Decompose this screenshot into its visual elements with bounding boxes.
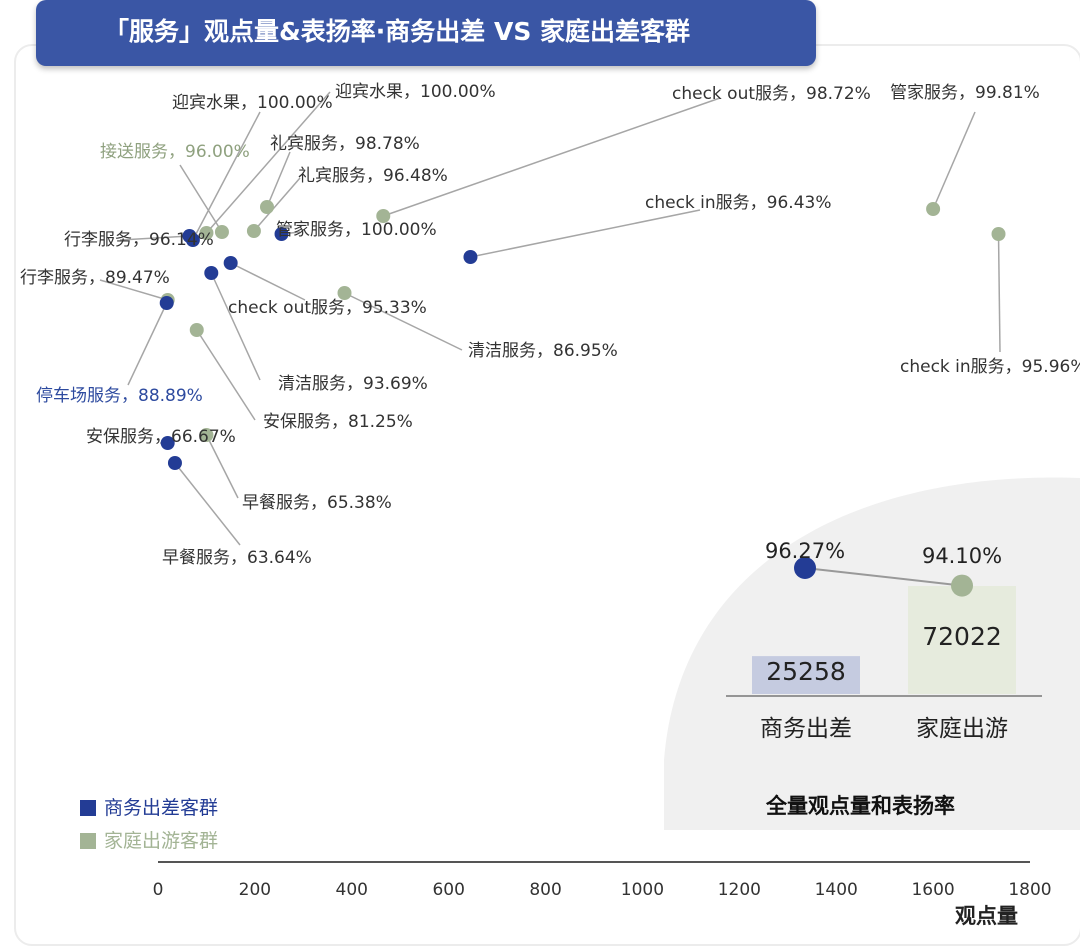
family-point-label: check out服务，98.72% (672, 84, 871, 104)
x-tick-label: 400 (336, 880, 368, 900)
business-point-label: 迎宾水果，100.00% (172, 93, 333, 113)
family-leader-line (179, 164, 223, 233)
x-tick-label: 800 (529, 880, 561, 900)
summary-background (664, 477, 1080, 830)
family-point (991, 227, 1006, 241)
legend-label-family: 家庭出游客群 (104, 830, 219, 852)
business-point (159, 296, 174, 310)
business-leader-line (230, 262, 306, 301)
x-tick-label: 1600 (911, 880, 954, 900)
summary-bar-value: 72022 (922, 622, 1002, 651)
praise-rate-label-business: 96.27% (765, 539, 845, 563)
family-leader-line (344, 292, 463, 351)
family-point (926, 202, 941, 216)
point-labels: 迎宾水果，100.00% 接送服务，96.00% 礼宾服务，98.78% 礼宾服务，9… (20, 82, 1080, 568)
business-point-label: check out服务，95.33% (228, 298, 427, 318)
business-point (182, 229, 197, 243)
summary-category-label: 家庭出游 (916, 716, 1008, 742)
family-point-label: check in服务，95.96% (900, 357, 1080, 377)
business-point-label: 清洁服务，93.69% (278, 374, 428, 394)
summary-category-label: 商务出差 (760, 716, 852, 742)
summary-bar-business (752, 656, 860, 694)
summary-bar-family (908, 585, 1016, 694)
family-point (337, 286, 352, 300)
family-point (199, 428, 214, 442)
business-leader-line (210, 272, 261, 381)
family-point (189, 323, 204, 337)
praise-rate-point-family (951, 574, 973, 597)
family-point (376, 209, 391, 223)
family-point-label: 礼宾服务，96.48% (298, 166, 448, 186)
business-point-label: 管家服务，100.00% (276, 220, 437, 240)
summary-bar-value: 25258 (766, 657, 846, 686)
praise-rate-line (804, 567, 963, 587)
family-leader-line (205, 434, 239, 499)
page-title: 「服务」观点量&表扬率·商务出差 VS 家庭出差客群 (104, 17, 691, 46)
x-tick-label: 1200 (718, 880, 761, 900)
x-tick-label: 200 (239, 880, 271, 900)
family-point (199, 226, 214, 240)
family-leader-line (266, 151, 291, 208)
praise-rate-label-family: 94.10% (922, 544, 1002, 568)
legend-item-business: 商务出差客群 (80, 793, 218, 820)
family-leader-line (997, 233, 1001, 353)
leader-lines (99, 91, 1001, 546)
family-leader-line (253, 177, 301, 232)
family-point-label: 行李服务，89.47% (20, 268, 170, 288)
business-point (223, 256, 238, 270)
family-point-label: 接送服务，96.00% (100, 142, 250, 162)
family-point (246, 224, 261, 238)
title-banner: 「服务」观点量&表扬率·商务出差 VS 家庭出差客群 (36, 0, 816, 66)
summary-title: 全量观点量和表扬率 (766, 794, 955, 818)
legend-item-family: 家庭出游客群 (80, 826, 218, 853)
business-point (160, 436, 175, 450)
business-leader-line (127, 302, 168, 386)
x-tick-label: 1400 (815, 880, 858, 900)
business-point-label: 停车场服务，88.89% (36, 386, 203, 406)
family-point-label: 迎宾水果，100.00% (335, 82, 496, 102)
family-point-label: 管家服务，99.81% (890, 83, 1040, 103)
x-tick-label: 1000 (621, 880, 664, 900)
family-leader-line (196, 329, 256, 421)
x-axis-title: 观点量 (955, 904, 1018, 928)
family-point-label: 清洁服务，86.95% (468, 341, 618, 361)
business-leader-line (192, 111, 261, 241)
business-point-label: 早餐服务，63.64% (162, 548, 312, 568)
business-point-label: check in服务，96.43% (645, 193, 832, 213)
x-tick-label: 1800 (1008, 880, 1051, 900)
family-point-label: 礼宾服务，98.78% (270, 134, 420, 154)
family-leader-line (99, 279, 168, 301)
business-point (204, 266, 219, 280)
business-leader-line (174, 462, 241, 546)
praise-rate-point-business (794, 557, 816, 579)
business-leader-line (470, 209, 701, 258)
business-point-label: 行李服务，96.14% (64, 230, 214, 250)
family-leader-line (205, 91, 331, 234)
business-point (167, 456, 182, 470)
legend-label-business: 商务出差客群 (104, 797, 219, 819)
legend-swatch-business (80, 800, 96, 816)
business-leader-line (119, 235, 190, 241)
family-leader-line (932, 111, 976, 210)
scatter-points (159, 200, 1006, 470)
family-point (214, 225, 229, 239)
business-point (274, 227, 289, 241)
family-point-label: 早餐服务，65.38% (242, 493, 392, 513)
x-tick-label: 600 (432, 880, 464, 900)
summary-panel: 25258 商务出差 72022 家庭出游 96.27% 94.10% (664, 477, 1080, 830)
family-leader-line (383, 97, 721, 217)
x-tick-label: 0 (153, 880, 164, 900)
x-axis: 0 200 400 600 800 1000 1200 1400 1600 1800 (153, 861, 1052, 900)
business-point-label: 安保服务，66.67% (86, 427, 236, 447)
family-point (260, 200, 274, 214)
business-point (463, 250, 478, 264)
legend-swatch-family (80, 833, 96, 849)
family-point-label: 安保服务，81.25% (263, 412, 413, 432)
